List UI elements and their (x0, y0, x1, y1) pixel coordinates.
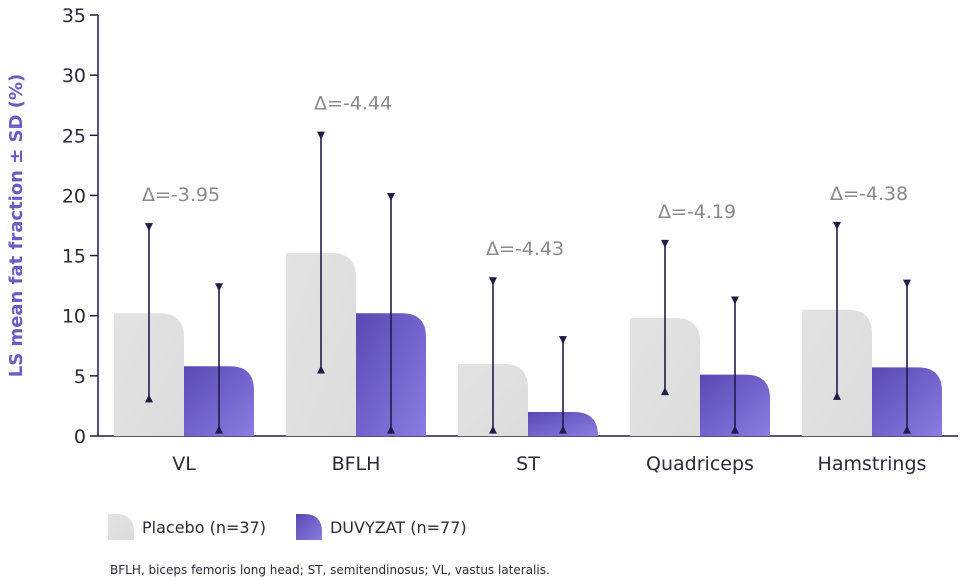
error-cap-bottom (387, 425, 395, 434)
y-tick-label: 10 (62, 306, 86, 328)
delta-annotation: Δ=-4.44 (314, 93, 392, 115)
x-tick-label: Quadriceps (646, 453, 754, 475)
error-cap-bottom (903, 425, 911, 434)
error-cap-bottom (559, 425, 567, 434)
y-axis-label: LS mean fat fraction ± SD (%) (6, 74, 27, 378)
error-cap-top (661, 239, 669, 248)
legend-swatch-placebo (108, 514, 134, 540)
error-cap-top (317, 131, 325, 140)
y-tick-label: 15 (62, 246, 86, 268)
error-cap-bottom (145, 394, 153, 403)
delta-annotation: Δ=-4.38 (830, 183, 908, 205)
delta-annotation: Δ=-3.95 (142, 184, 220, 206)
error-cap-top (145, 223, 153, 232)
y-tick-label: 20 (62, 185, 86, 207)
error-cap-bottom (731, 425, 739, 434)
error-cap-bottom (489, 425, 497, 434)
error-cap-top (387, 193, 395, 202)
error-cap-top (215, 283, 223, 292)
error-cap-top (559, 336, 567, 345)
legend-label-duvyzat: DUVYZAT (n=77) (329, 517, 467, 537)
y-tick-label: 30 (62, 65, 86, 87)
bar-chart: 0 5 10 15 20 25 30 35 LS mean fat fraction ± SD … (6, 5, 958, 475)
legend-swatch-duvyzat (295, 514, 322, 540)
y-tick-label: 35 (62, 5, 86, 27)
x-tick-label: Hamstrings (818, 453, 927, 475)
footnote: BFLH, biceps femoris long head; ST, semi… (110, 563, 550, 577)
legend-item-placebo: Placebo (n=37) (108, 514, 266, 540)
error-cap-top (833, 221, 841, 230)
y-tick-label: 25 (62, 125, 86, 147)
legend-label-placebo: Placebo (n=37) (142, 517, 266, 537)
delta-annotation: Δ=-4.43 (486, 238, 564, 260)
x-tick-label: BFLH (332, 453, 381, 475)
error-cap-bottom (317, 365, 325, 374)
y-tick-label: 5 (74, 366, 86, 388)
legend: Placebo (n=37) DUVYZAT (n=77) (108, 512, 497, 542)
x-tick-label: VL (172, 453, 196, 475)
error-cap-bottom (833, 391, 841, 400)
y-tick-label: 0 (74, 426, 86, 448)
error-cap-bottom (215, 425, 223, 434)
error-cap-top (903, 279, 911, 288)
error-cap-top (489, 277, 497, 286)
error-cap-bottom (661, 387, 669, 396)
delta-annotation: Δ=-4.19 (658, 201, 736, 223)
error-cap-top (731, 296, 739, 305)
legend-item-duvyzat: DUVYZAT (n=77) (295, 514, 467, 540)
x-tick-label: ST (516, 453, 540, 475)
